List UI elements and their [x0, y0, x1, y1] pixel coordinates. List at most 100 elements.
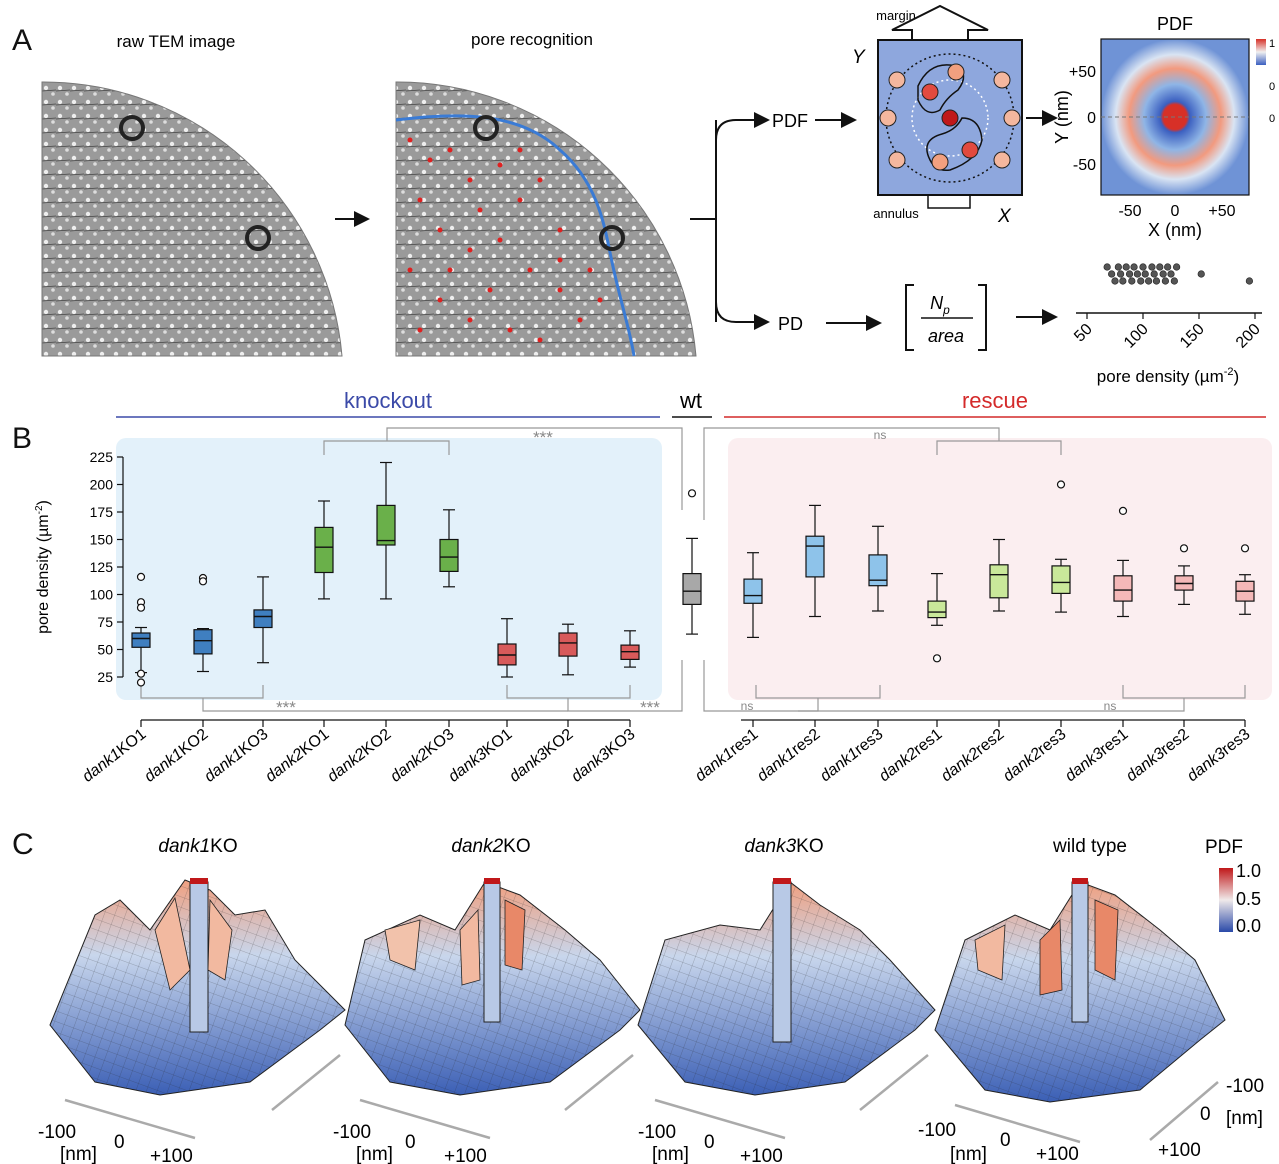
- y-tick-label: 150: [90, 532, 114, 548]
- strip-point: [1114, 263, 1122, 271]
- outlier: [1056, 480, 1066, 489]
- axis-zero-1: 0: [114, 1132, 125, 1153]
- axis-minus-3: -100: [638, 1122, 676, 1143]
- box: [439, 538, 459, 572]
- x-tick-label: dank2KO3: [387, 726, 457, 786]
- strip-point: [1150, 270, 1158, 278]
- strip-point: [1103, 263, 1111, 271]
- c-colorbar-title: PDF: [1205, 837, 1243, 858]
- surface-dank3ko: dank3KO -100 [nm] 0 +100: [637, 836, 936, 1164]
- surface-dank2ko: dank2KO -100 [nm] 0 +100: [333, 836, 641, 1164]
- panel-c-letter: C: [12, 828, 34, 861]
- box: [743, 578, 763, 604]
- sig-bot-ko2: ***: [640, 698, 660, 717]
- y-tick-label: 125: [90, 559, 114, 575]
- x-tick-label: dank3res3: [1184, 726, 1253, 785]
- strip-tick-label: 200: [1233, 321, 1264, 352]
- group-wt-label: wt: [679, 388, 702, 413]
- box-dank1ko2: [193, 573, 213, 673]
- axis-zero-2: 0: [405, 1132, 416, 1153]
- surface-peak-4: [1071, 881, 1089, 1023]
- y-tick-label: 50: [97, 642, 113, 658]
- strip-point: [1167, 270, 1175, 278]
- axis-zero-3: 0: [704, 1132, 715, 1153]
- sig-bot-ko1: ***: [276, 698, 296, 717]
- strip-point: [1130, 263, 1138, 271]
- strip-point: [1159, 270, 1167, 278]
- sig-top-res: ns: [874, 428, 887, 442]
- significance-brackets: [140, 427, 1246, 712]
- panel-a: raw TEM image pore recognition PDF PD ma…: [41, 4, 1275, 386]
- branch-bottom-curve: [715, 219, 770, 330]
- branch-top-curve: [715, 112, 770, 219]
- schema-blob-1: [917, 64, 965, 114]
- outlier: [136, 572, 146, 581]
- heatmap-xtick-3: +50: [1208, 203, 1235, 220]
- fraction-bracket-right: [978, 284, 987, 351]
- box-dank2res3: [1051, 480, 1071, 613]
- strip-points: [1103, 263, 1253, 285]
- y-axis-label: pore density (µm-2): [34, 500, 52, 634]
- strip-point: [1139, 263, 1147, 271]
- heatmap-ytick-1: +50: [1069, 64, 1096, 81]
- heatmap-xlabel: X (nm): [1148, 220, 1202, 240]
- y-tick-label: 75: [97, 614, 113, 630]
- box-dank3res1: [1113, 506, 1133, 618]
- axis-plus-3: +100: [740, 1146, 783, 1164]
- axis-line-right-1: [271, 1054, 341, 1111]
- box-dank1ko1: [131, 572, 151, 687]
- strip-point: [1197, 270, 1205, 278]
- c-cbar-tick-2: 0.5: [1236, 889, 1261, 909]
- strip-point: [1161, 277, 1169, 285]
- group-knockout-label: knockout: [344, 388, 432, 413]
- box-wt: [682, 489, 702, 635]
- y-tick-label: 100: [90, 587, 114, 603]
- x-tick-label: dank1res1: [692, 726, 761, 785]
- surface-peak-3: [772, 881, 792, 1043]
- box: [868, 554, 888, 587]
- margin-label: margin: [876, 8, 916, 23]
- box-dank2ko3: [439, 509, 459, 588]
- surface-peak-1: [189, 881, 209, 1033]
- schema-pores: [879, 63, 1021, 171]
- axis-plus-2: +100: [444, 1146, 487, 1164]
- x-tick-label: dank1KO3: [201, 726, 271, 786]
- box-dank2res1: [927, 573, 947, 663]
- strip-point: [1111, 277, 1119, 285]
- box-dank1ko3: [253, 576, 273, 664]
- x-tick-label: dank2res3: [1000, 726, 1069, 785]
- box: [253, 609, 273, 629]
- axis-plus-4: +100: [1036, 1144, 1079, 1164]
- sig-bot-res1: ns: [741, 699, 754, 713]
- box: [927, 600, 947, 619]
- box: [989, 564, 1009, 599]
- box: [558, 632, 578, 657]
- y-tick-label: 25: [97, 669, 113, 685]
- box-dank3ko1: [497, 618, 517, 678]
- fraction-numerator: Np: [930, 293, 950, 317]
- y-ticks: 25 50 75 100 125 150 175 200 225: [90, 449, 123, 685]
- surface-title-4: wild type: [1052, 836, 1127, 857]
- box: [376, 504, 396, 546]
- strip-point: [1172, 263, 1181, 271]
- surface-title-3: dank3KO: [744, 836, 823, 857]
- box-dank2ko1: [314, 500, 334, 600]
- axis-line-left-4: [954, 1103, 1081, 1144]
- box-dank2ko2: [376, 461, 396, 600]
- annulus-label: annulus: [873, 206, 919, 221]
- heatmap-cbar-tick-3: 0: [1269, 113, 1275, 125]
- outlier: [1118, 506, 1128, 515]
- strip-point: [1125, 270, 1134, 278]
- strip-ticks: 50 100 150 200: [1071, 313, 1264, 352]
- axis-line-right-3: [859, 1054, 929, 1111]
- rec-pore-ring-1: [473, 115, 499, 141]
- outlier: [198, 577, 208, 586]
- axis-plus-1: +100: [150, 1146, 193, 1164]
- surface-title-2: dank2KO: [451, 836, 530, 857]
- axis-unit-right-4: [nm]: [1226, 1108, 1263, 1129]
- box-dank1res2: [805, 504, 825, 618]
- schema-blob-2: [926, 117, 983, 172]
- heatmap-colorbar: [1256, 39, 1266, 65]
- raw-tem-pore-ring-2: [245, 225, 271, 251]
- strip-point: [1116, 270, 1125, 278]
